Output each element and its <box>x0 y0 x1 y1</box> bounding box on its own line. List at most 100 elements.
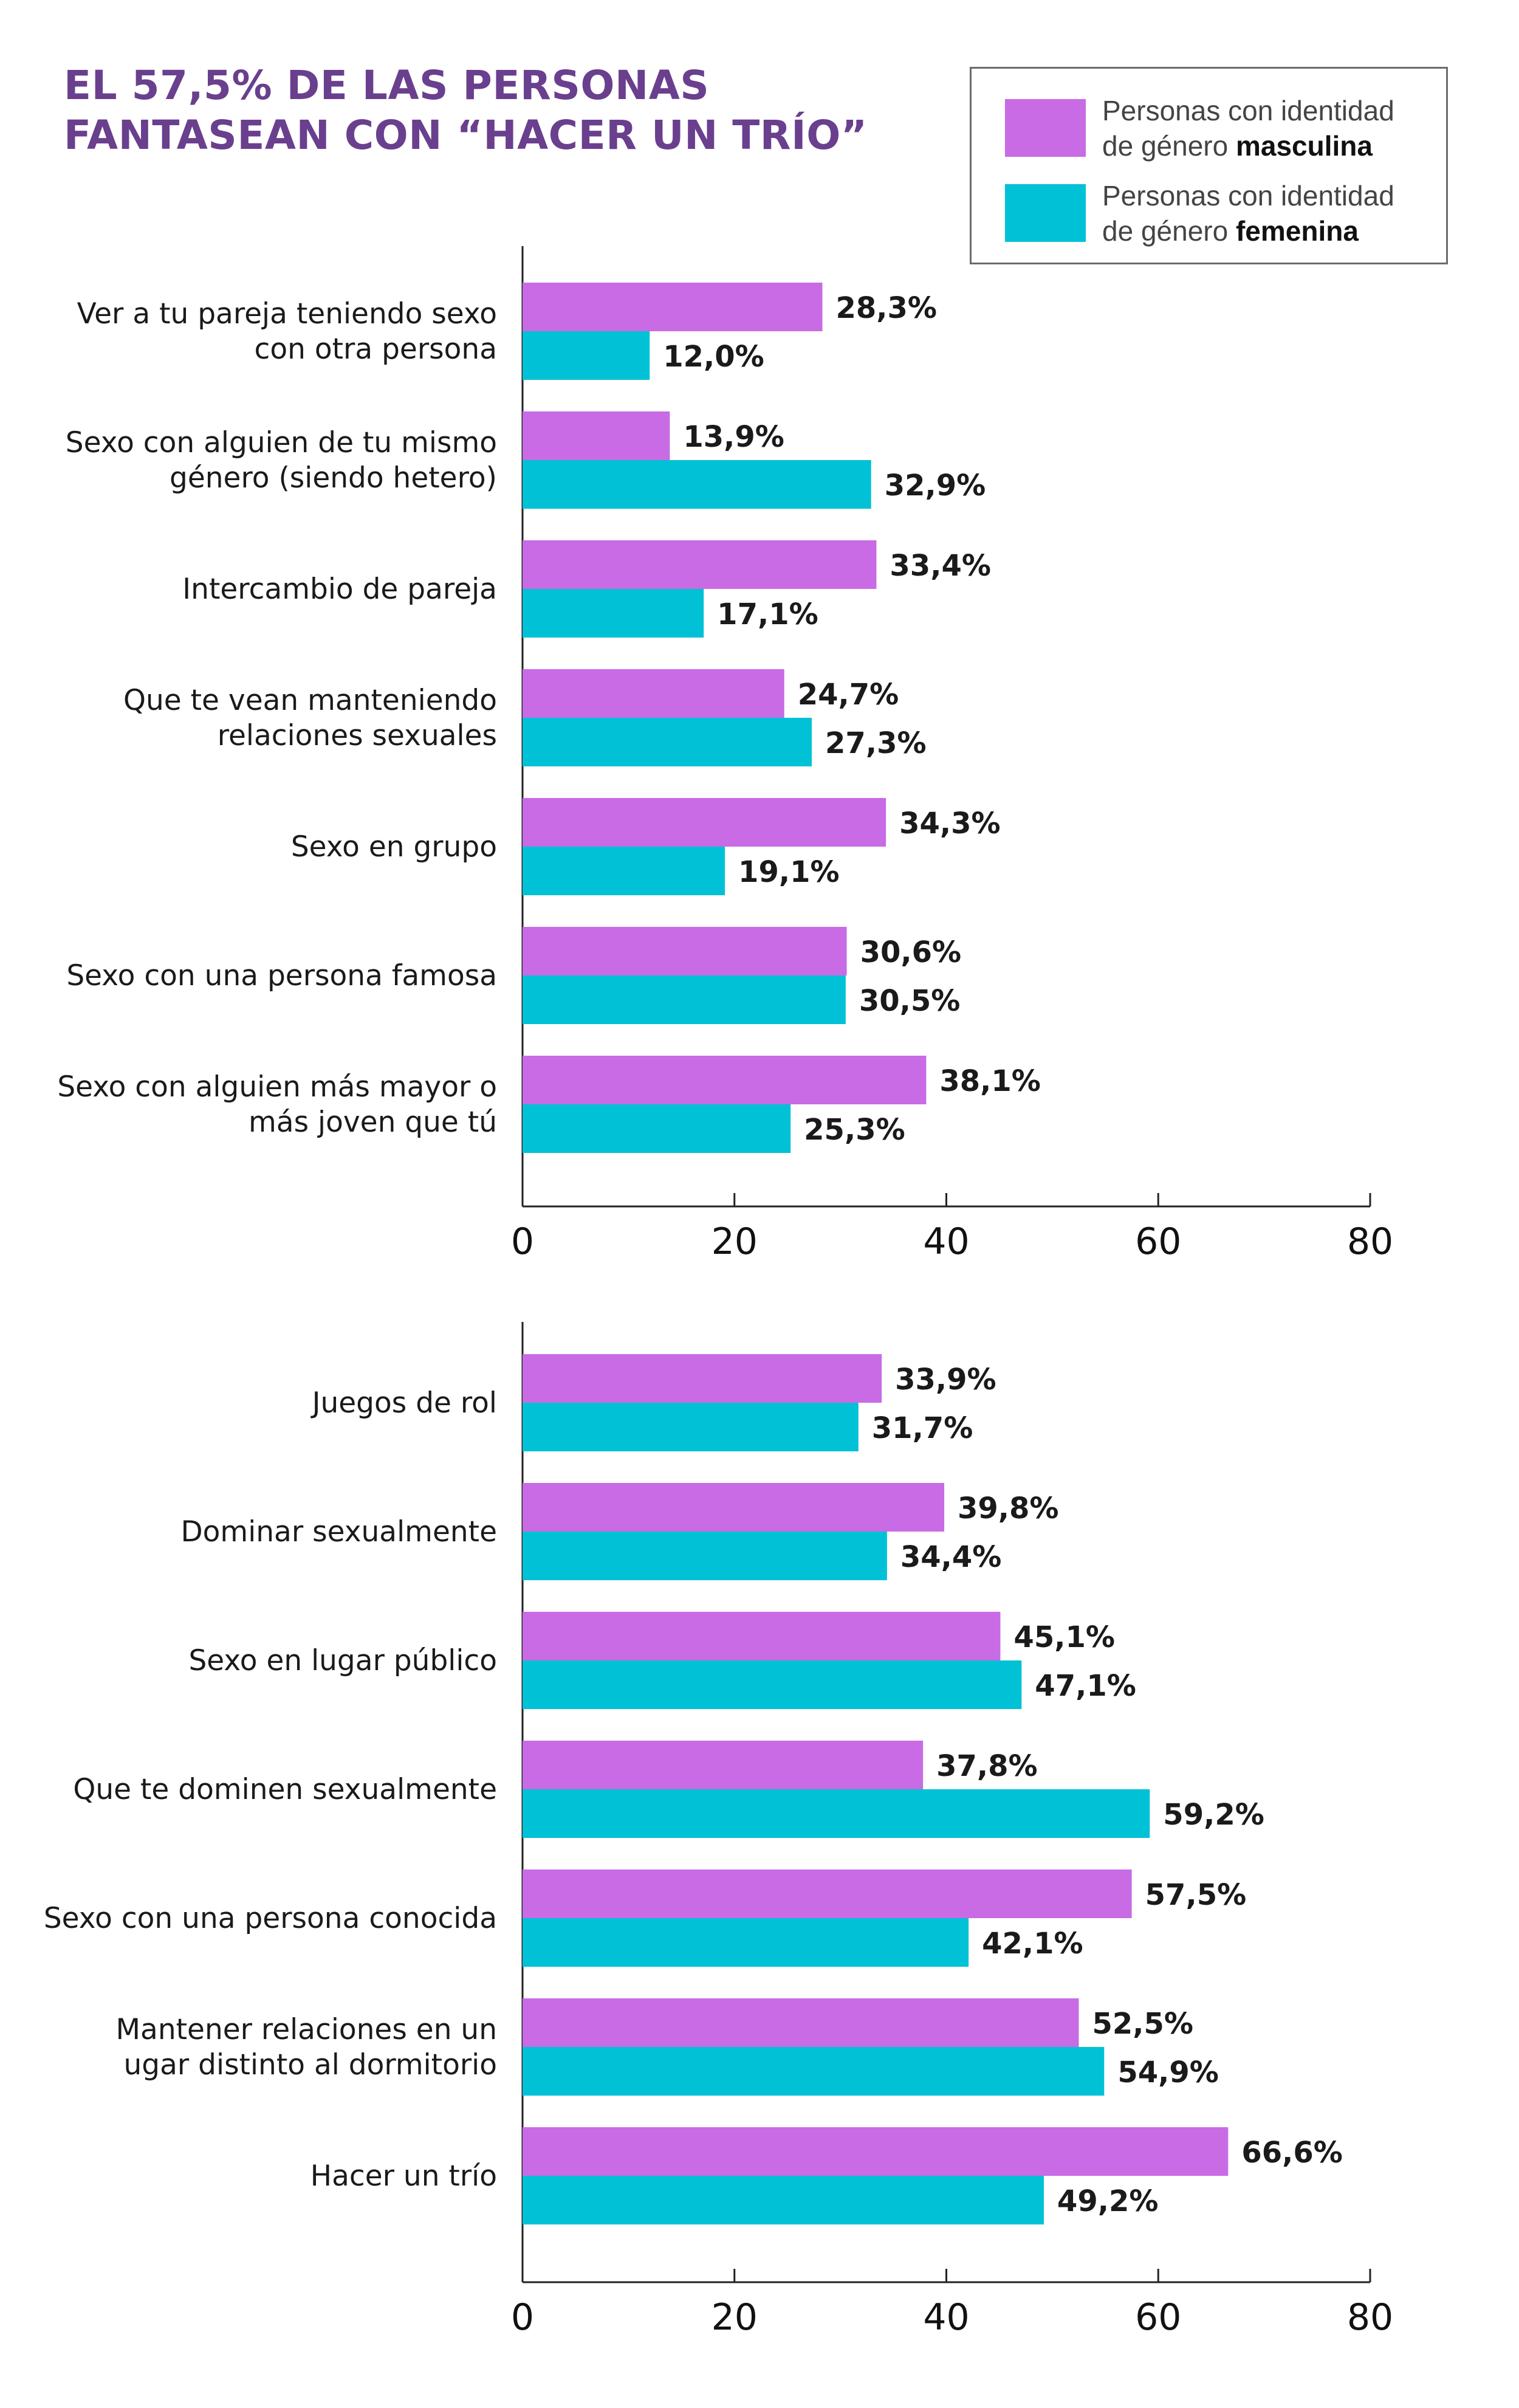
chart-2-value-label-feminine: 34,4% <box>900 1540 1002 1574</box>
chart-2-bar-masculine <box>523 2127 1229 2176</box>
chart-1-category-label: género (siendo hetero) <box>170 461 497 495</box>
chart-1-bar-feminine <box>523 975 846 1024</box>
chart-1-category-label: con otra persona <box>255 332 497 366</box>
legend-masculine-line-1: Personas con identidad <box>1102 95 1394 126</box>
chart-2-value-label-feminine: 47,1% <box>1035 1669 1136 1703</box>
chart-2-bar-feminine <box>523 1532 887 1580</box>
chart-1-value-label-masculine: 38,1% <box>939 1064 1041 1098</box>
chart-1-bar-feminine <box>523 589 704 638</box>
chart-title: EL 57,5% DE LAS PERSONAS FANTASEAN CON “… <box>64 61 868 160</box>
chart-2-bar-masculine <box>523 1998 1079 2047</box>
chart-1-bar-masculine <box>523 669 784 718</box>
chart-2-value-label-feminine: 31,7% <box>872 1411 973 1445</box>
chart-2-bar-masculine <box>523 1870 1132 1918</box>
legend-feminine-line-1: Personas con identidad <box>1102 180 1394 212</box>
chart-2-x-tick-label: 80 <box>1347 2296 1393 2339</box>
legend-label-masculine: Personas con identidad de género masculi… <box>1102 93 1394 163</box>
chart-2-value-label-feminine: 49,2% <box>1057 2184 1159 2218</box>
chart-1-value-label-masculine: 13,9% <box>683 420 784 454</box>
chart-2-category-label: Que te dominen sexualmente <box>73 1773 497 1806</box>
chart-1-category-label: Que te vean manteniendo <box>123 684 497 717</box>
legend-masculine-line-2: de género masculina <box>1102 128 1394 163</box>
chart-1-category-label: Intercambio de pareja <box>182 573 497 606</box>
chart-1-x-tick-label: 40 <box>923 1220 969 1263</box>
chart-2-value-label-feminine: 54,9% <box>1117 2055 1219 2090</box>
chart-1-value-label-feminine: 30,5% <box>859 984 961 1018</box>
chart-2-value-label-masculine: 33,9% <box>895 1363 996 1397</box>
chart-1-bar-masculine <box>523 927 847 975</box>
chart-1-bar-masculine <box>523 283 823 331</box>
chart-1-x-tick-label: 0 <box>511 1220 534 1263</box>
legend-label-feminine: Personas con identidad de género femenin… <box>1102 178 1394 249</box>
chart-1-bar-masculine <box>523 540 877 589</box>
chart-2-category-label: Dominar sexualmente <box>180 1515 497 1549</box>
chart-2-bar-masculine <box>523 1612 1001 1660</box>
chart-1-x-tick-label: 80 <box>1347 1220 1393 1263</box>
chart-1-value-label-feminine: 32,9% <box>885 469 986 503</box>
chart-2-bar-feminine <box>523 1918 969 1967</box>
legend-masculine-prefix: de género <box>1102 130 1236 162</box>
chart-1-value-label-feminine: 25,3% <box>804 1113 905 1147</box>
chart-2-value-label-masculine: 57,5% <box>1145 1878 1247 1912</box>
chart-1-bar-masculine <box>523 1056 927 1104</box>
chart-1-bar-masculine <box>523 798 886 847</box>
chart-2-value-label-feminine: 42,1% <box>982 1927 1083 1961</box>
chart-2-bar-feminine <box>523 1403 859 1451</box>
chart-1-x-tick-label: 60 <box>1135 1220 1181 1263</box>
chart-2-category-label: Juegos de rol <box>310 1386 497 1420</box>
chart-1-category-label: Sexo con alguien de tu mismo <box>66 426 497 459</box>
chart-1-value-label-feminine: 27,3% <box>825 726 927 760</box>
chart-1-bar-feminine <box>523 847 725 895</box>
chart-title-line-1: EL 57,5% DE LAS PERSONAS <box>64 62 710 109</box>
chart-1-category-label: Sexo con una persona famosa <box>66 959 497 992</box>
chart-1-bar-feminine <box>523 460 871 509</box>
chart-1-category-label: más joven que tú <box>249 1106 497 1139</box>
chart-1-category-label: Ver a tu pareja teniendo sexo <box>77 297 497 331</box>
chart-1-category-label: Sexo en grupo <box>291 830 497 864</box>
chart-2-category-label: Sexo con una persona conocida <box>44 1902 497 1935</box>
chart-1-x-tick-label: 20 <box>711 1220 758 1263</box>
legend: Personas con identidad de género masculi… <box>970 67 1448 264</box>
legend-swatch-feminine <box>1005 184 1086 242</box>
chart-2-value-label-masculine: 39,8% <box>958 1491 1059 1526</box>
chart-1-value-label-masculine: 33,4% <box>890 549 991 583</box>
chart-2-value-label-masculine: 52,5% <box>1092 2007 1193 2041</box>
chart-1-value-label-masculine: 34,3% <box>899 807 1001 841</box>
chart-2-x-tick-label: 20 <box>711 2296 758 2339</box>
chart-2-value-label-masculine: 37,8% <box>936 1749 1038 1783</box>
chart-2-bar-masculine <box>523 1483 945 1532</box>
chart-2-value-label-feminine: 59,2% <box>1163 1798 1264 1832</box>
chart-1-value-label-masculine: 24,7% <box>798 678 899 712</box>
legend-item-feminine: Personas con identidad de género femenin… <box>1005 178 1430 247</box>
chart-2-category-label: ugar distinto al dormitorio <box>123 2048 497 2082</box>
chart-2-bar-masculine <box>523 1741 924 1789</box>
chart-2-x-tick-label: 60 <box>1135 2296 1181 2339</box>
chart-2-bar-masculine <box>523 1354 882 1403</box>
chart-2-category-label: Sexo en lugar público <box>188 1644 497 1677</box>
legend-swatch-masculine <box>1005 99 1086 157</box>
chart-1-value-label-feminine: 12,0% <box>663 340 764 374</box>
chart-1-bar-masculine <box>523 411 670 460</box>
chart-2-bar-feminine <box>523 2176 1044 2224</box>
legend-feminine-bold: femenina <box>1235 215 1359 247</box>
legend-feminine-prefix: de género <box>1102 215 1236 247</box>
chart-1-bar-feminine <box>523 718 812 766</box>
chart-2-value-label-masculine: 66,6% <box>1241 2136 1343 2170</box>
chart-2-category-label: Hacer un trío <box>310 2159 497 2193</box>
chart-1-category-label: Sexo con alguien más mayor o <box>57 1070 497 1104</box>
chart-1-value-label-feminine: 17,1% <box>717 597 818 631</box>
chart-title-line-2: FANTASEAN CON “HACER UN TRÍO” <box>64 112 868 159</box>
legend-masculine-bold: masculina <box>1235 130 1373 162</box>
chart-2-x-tick-label: 40 <box>923 2296 969 2339</box>
chart-2-value-label-masculine: 45,1% <box>1013 1620 1115 1654</box>
chart-1-bar-feminine <box>523 1104 791 1153</box>
legend-item-masculine: Personas con identidad de género masculi… <box>1005 93 1430 163</box>
chart-1-value-label-feminine: 19,1% <box>738 855 840 889</box>
chart-2-bar-feminine <box>523 1660 1022 1709</box>
chart-2-bar-feminine <box>523 1789 1150 1838</box>
chart-2-category-label: Mantener relaciones en un <box>115 2013 497 2046</box>
chart-1-category-label: relaciones sexuales <box>218 719 497 752</box>
legend-feminine-line-2: de género femenina <box>1102 213 1394 249</box>
chart-1-bar-feminine <box>523 331 650 380</box>
